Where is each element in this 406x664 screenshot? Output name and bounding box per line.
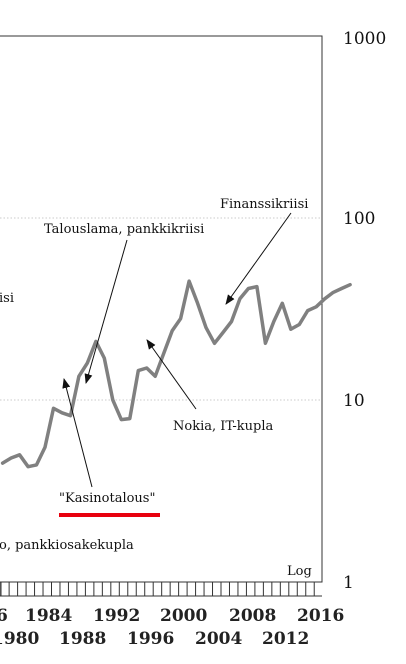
x-tick-label-2000: 2000 [160,606,207,626]
y-tick-label-1: 1 [343,573,354,593]
y-tick-label-1000: 1000 [343,29,386,49]
x-tick-label-partial: 6 [0,606,8,626]
annotation-nokia: Nokia, IT-kupla [173,419,274,434]
x-tick-label-2004: 2004 [195,629,242,649]
annotation-pankkiosakekupla: o, pankkiosakekupla [0,538,134,553]
arrow-finanssikriisi [225,212,292,305]
annotation-talouslama: Talouslama, pankkikriisi [44,222,204,237]
annotation-kasinotalous: "Kasinotalous" [59,491,155,506]
kasinotalous-highlight-bar [59,513,160,517]
annotation-finanssikriisi: Finanssikriisi [220,197,308,212]
x-tick-label-2008: 2008 [229,606,276,626]
log-scale-label: Log [287,564,312,579]
annotation-partial-isi: isi [0,291,14,306]
x-tick-label-1980: 1980 [0,629,39,649]
x-tick-label-1984: 1984 [25,606,72,626]
arrow-kasinotalous [62,378,93,488]
y-tick-label-100: 100 [343,209,375,229]
x-tick-label-2012: 2012 [262,629,309,649]
x-tick-label-1992: 1992 [93,606,140,626]
x-tick-label-1996: 1996 [127,629,174,649]
x-tick-label-2016: 2016 [297,606,344,626]
x-minor-ticks [0,582,322,597]
plot-frame [0,35,323,583]
x-tick-label-1988: 1988 [59,629,106,649]
gridlines [0,217,322,401]
arrow-talouslama [84,239,128,384]
arrow-nokia [146,339,197,410]
y-tick-label-10: 10 [343,391,365,411]
series-line [0,279,352,469]
